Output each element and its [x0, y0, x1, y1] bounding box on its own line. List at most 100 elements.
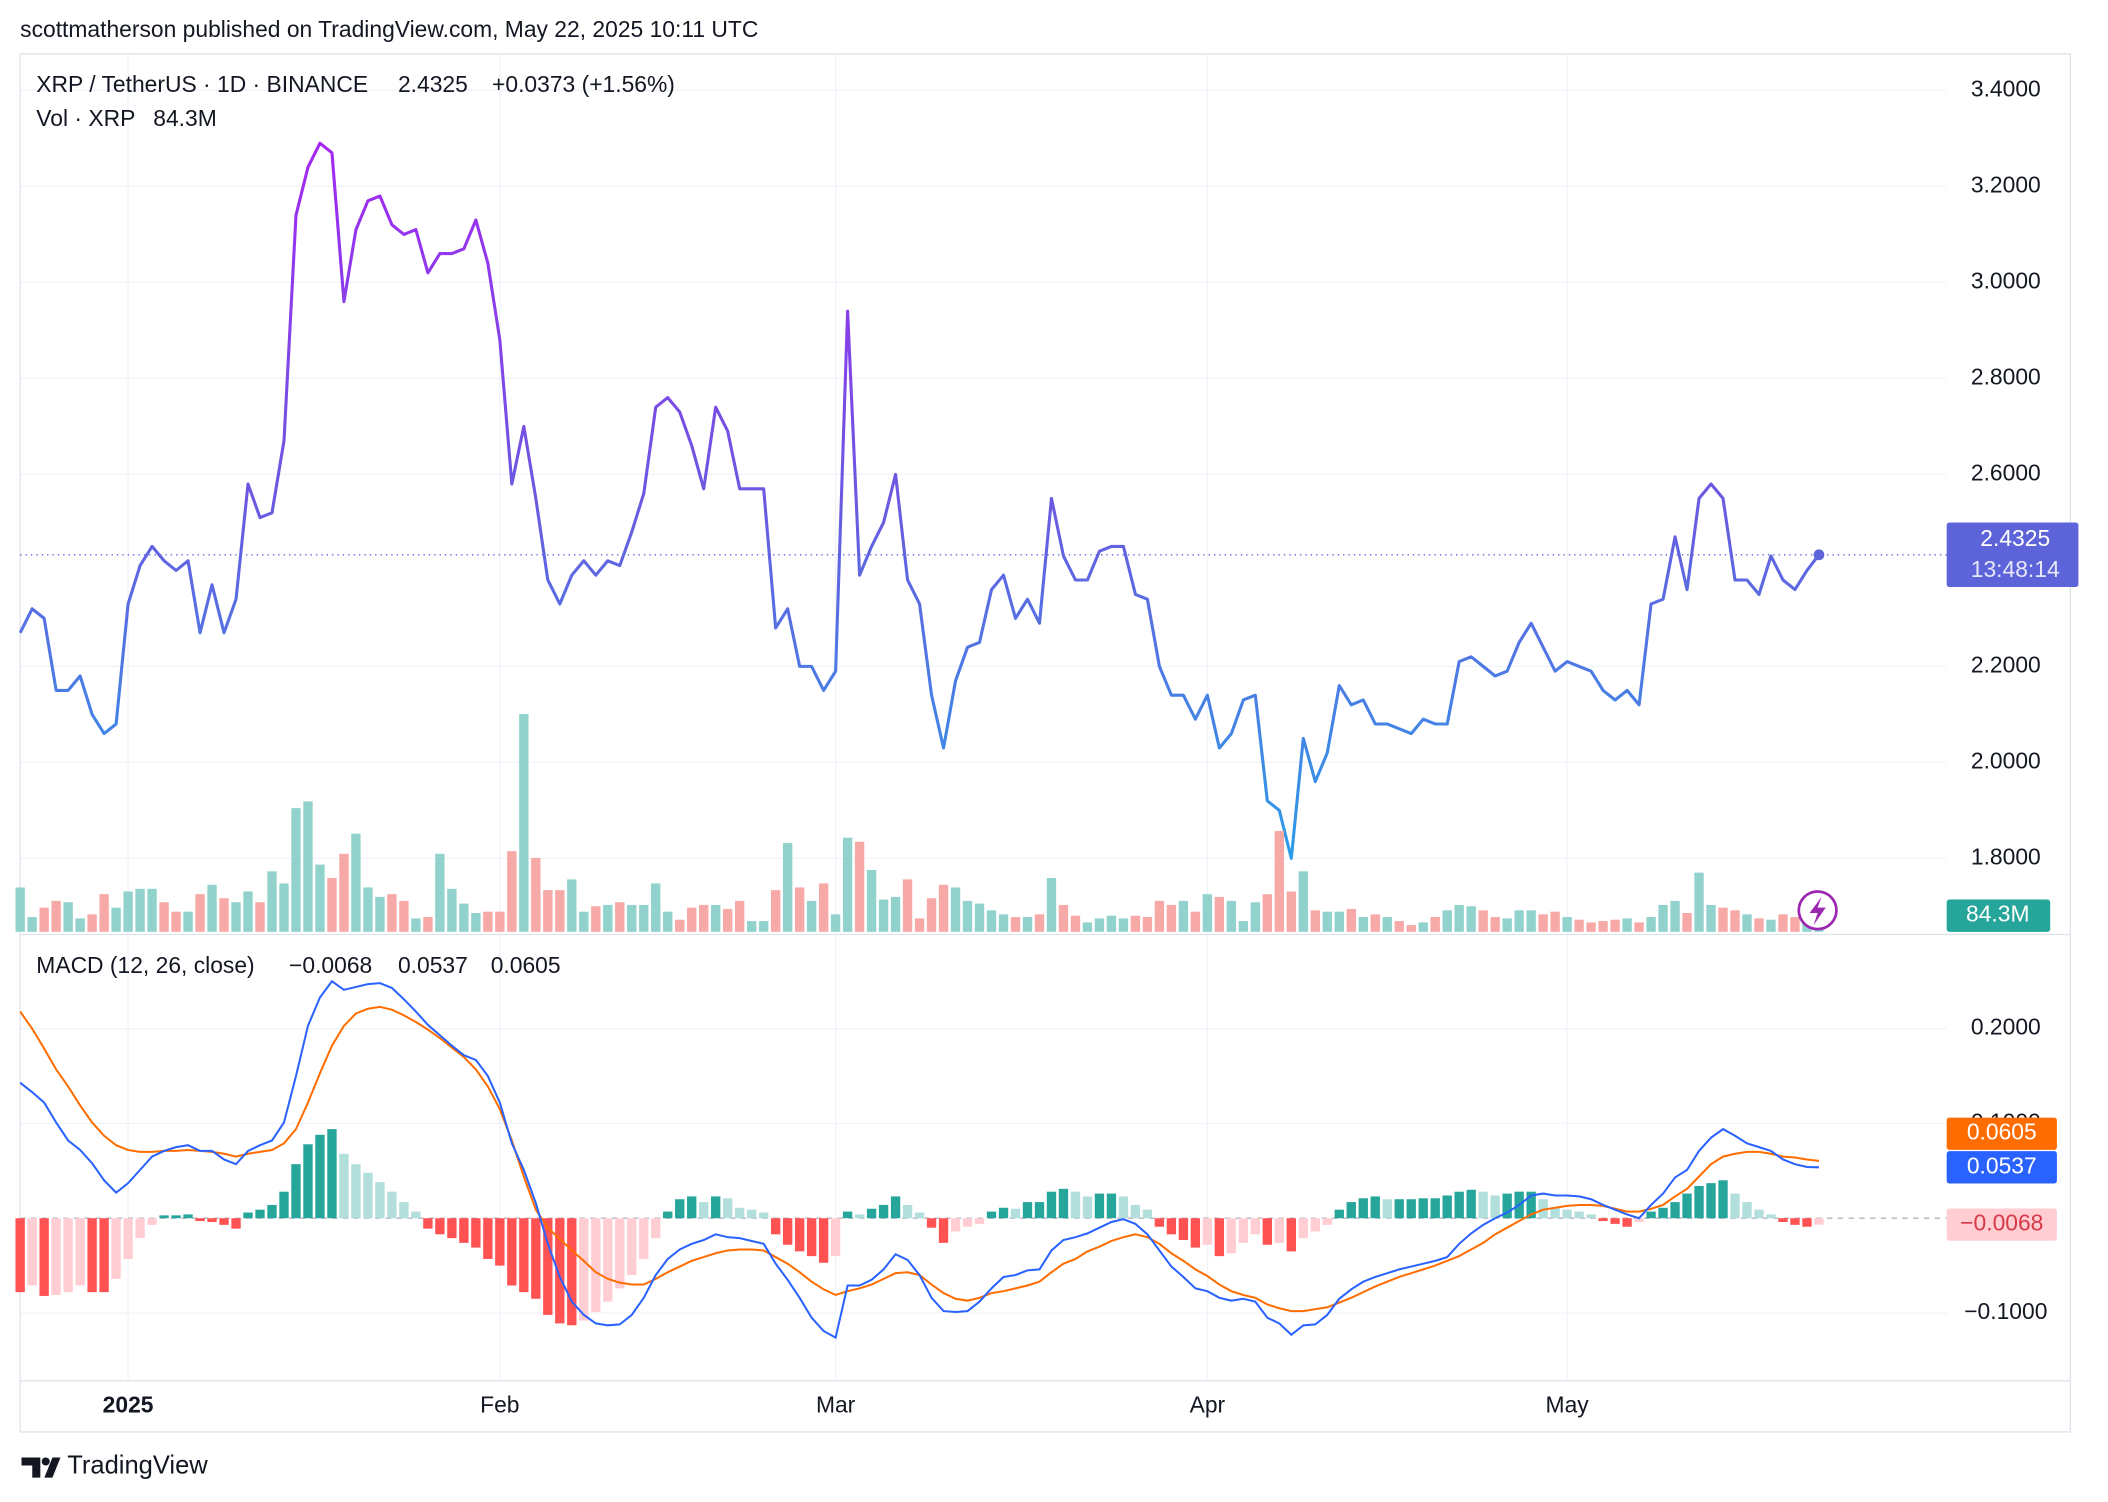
volume-bar [782, 843, 793, 932]
histogram-bar [1658, 1207, 1668, 1219]
price-legend: 2.4325 [398, 71, 468, 97]
histogram-bar [1274, 1218, 1284, 1243]
volume-bar [1286, 891, 1296, 932]
histogram-bar [399, 1202, 409, 1219]
histogram-bar [830, 1218, 841, 1257]
y-tick-label: 2.8000 [1971, 363, 2041, 389]
volume-bar [1382, 917, 1392, 932]
volume-bar [183, 911, 193, 932]
volume-bar [1454, 904, 1464, 932]
last-price-dot [1813, 549, 1825, 561]
volume-bar [1046, 878, 1057, 932]
volume-bar [818, 883, 829, 932]
volume-bar [27, 917, 37, 932]
volume-bar [770, 890, 781, 932]
histogram-bar [471, 1218, 481, 1248]
y-tick-label: 2.2000 [1971, 651, 2041, 677]
histogram-bar [135, 1218, 145, 1239]
volume-bar [1514, 910, 1524, 932]
histogram-bar [99, 1218, 109, 1293]
histogram-bar [1130, 1204, 1141, 1219]
volume-bar [806, 900, 817, 932]
histogram-bar [303, 1144, 313, 1219]
volume-bar [339, 853, 349, 932]
histogram-bar [890, 1196, 901, 1219]
x-tick-label: Mar [816, 1391, 856, 1417]
volume-bar [627, 904, 637, 932]
volume-bar [483, 911, 493, 932]
histogram-bar [291, 1164, 301, 1219]
price-badge [1946, 522, 2079, 588]
histogram-bar [866, 1208, 877, 1219]
macd-line [19, 979, 1819, 1340]
volume-bar [387, 894, 397, 932]
symbol-legend: XRP / TetherUS · 1D · BINANCE [36, 71, 368, 97]
histogram-bar [782, 1218, 793, 1245]
histogram-bar [974, 1218, 985, 1224]
volume-bar [1346, 908, 1356, 932]
histogram-bar [447, 1218, 457, 1239]
histogram-bar [663, 1211, 673, 1219]
y-tick-label: 2.0000 [1971, 747, 2041, 773]
histogram-bar [39, 1218, 49, 1296]
histogram-bar [579, 1218, 589, 1321]
y-tick-label: 1.8000 [1971, 843, 2041, 869]
histogram-bar [507, 1218, 517, 1286]
histogram-bar [1394, 1199, 1404, 1219]
x-tick-label: Apr [1190, 1391, 1226, 1417]
histogram-bar [1466, 1189, 1476, 1219]
volume-bar [1790, 917, 1800, 932]
histogram-bar [687, 1196, 697, 1219]
histogram-bar [699, 1202, 709, 1219]
volume-bar [830, 914, 841, 932]
volume-bar [1142, 917, 1153, 932]
histogram-bar [1802, 1218, 1812, 1227]
volume-bar [1754, 918, 1764, 932]
histogram-bar [87, 1218, 97, 1293]
volume-bar [890, 896, 901, 932]
histogram-bar [950, 1218, 961, 1232]
histogram-bar [1190, 1218, 1201, 1248]
histogram-bar [711, 1196, 721, 1219]
volume-bar [171, 911, 181, 932]
histogram-bar [1262, 1218, 1273, 1245]
histogram-bar [1106, 1193, 1117, 1219]
volume-bar [147, 888, 157, 932]
volume-bar [1562, 917, 1572, 932]
volume-bar [986, 910, 997, 932]
histogram-bar [591, 1218, 601, 1313]
x-tick-label: 2025 [103, 1391, 154, 1417]
price-line [18, 141, 1821, 860]
histogram-bar [531, 1218, 541, 1299]
histogram-bar [1634, 1218, 1644, 1223]
volume-bar [363, 887, 373, 932]
histogram-bar [1646, 1211, 1656, 1219]
histogram-bar [1010, 1208, 1021, 1219]
histogram-bar [1478, 1191, 1488, 1219]
histogram-bar [1298, 1218, 1308, 1239]
histogram-bar [75, 1218, 85, 1286]
histogram-bar [1730, 1193, 1740, 1219]
histogram-bar [495, 1218, 505, 1266]
volume-bar [902, 879, 913, 932]
volume-bar [998, 914, 1009, 932]
histogram-bar [1502, 1193, 1512, 1219]
replay-icon[interactable] [1797, 890, 1838, 931]
histogram-bar [519, 1218, 529, 1293]
histogram-bar [1346, 1202, 1356, 1219]
volume-bar [603, 904, 613, 932]
histogram-bar [483, 1218, 493, 1259]
volume-bar [411, 918, 421, 932]
volume-bar [1214, 896, 1225, 932]
histogram-bar [1310, 1218, 1320, 1232]
volume-bar [327, 878, 337, 932]
volume-bar [1274, 830, 1284, 932]
volume-bar [926, 898, 937, 932]
volume-bar [1622, 918, 1632, 932]
frame [19, 53, 2072, 1433]
volume-bar [591, 906, 601, 932]
histogram-bar [123, 1218, 133, 1259]
histogram-bar [1058, 1188, 1069, 1219]
